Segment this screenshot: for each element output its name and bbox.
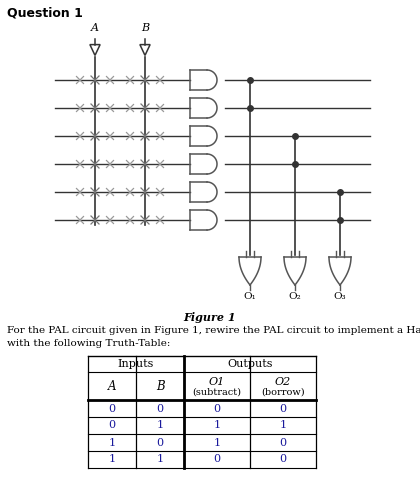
Text: 0: 0 bbox=[213, 454, 221, 464]
Text: O₃: O₃ bbox=[333, 292, 346, 301]
Text: A: A bbox=[108, 380, 116, 393]
Text: 0: 0 bbox=[213, 403, 221, 413]
Text: 0: 0 bbox=[156, 403, 163, 413]
Text: 0: 0 bbox=[279, 403, 286, 413]
Text: 1: 1 bbox=[156, 420, 163, 431]
Text: 1: 1 bbox=[279, 420, 286, 431]
Text: Inputs: Inputs bbox=[118, 359, 154, 369]
Text: 0: 0 bbox=[156, 438, 163, 447]
Text: Outputs: Outputs bbox=[227, 359, 273, 369]
Text: 0: 0 bbox=[108, 403, 116, 413]
Text: Question 1: Question 1 bbox=[7, 7, 83, 20]
Text: B: B bbox=[141, 23, 149, 33]
Text: 1: 1 bbox=[156, 454, 163, 464]
Text: (subtract): (subtract) bbox=[192, 388, 242, 396]
Text: with the following Truth-Table:: with the following Truth-Table: bbox=[7, 339, 171, 348]
Text: Figure 1: Figure 1 bbox=[184, 312, 236, 323]
Text: 0: 0 bbox=[279, 438, 286, 447]
Text: A: A bbox=[91, 23, 99, 33]
Text: B: B bbox=[156, 380, 164, 393]
Text: 1: 1 bbox=[213, 438, 221, 447]
Text: O₁: O₁ bbox=[244, 292, 256, 301]
Text: 1: 1 bbox=[108, 438, 116, 447]
Text: 0: 0 bbox=[108, 420, 116, 431]
Text: 1: 1 bbox=[213, 420, 221, 431]
Text: O2: O2 bbox=[275, 377, 291, 387]
Text: 0: 0 bbox=[279, 454, 286, 464]
Text: (borrow): (borrow) bbox=[261, 388, 305, 396]
Text: 1: 1 bbox=[108, 454, 116, 464]
Text: O1: O1 bbox=[209, 377, 225, 387]
Text: For the PAL circuit given in Figure 1, rewire the PAL circuit to implement a Hal: For the PAL circuit given in Figure 1, r… bbox=[7, 326, 420, 335]
Text: O₂: O₂ bbox=[289, 292, 302, 301]
